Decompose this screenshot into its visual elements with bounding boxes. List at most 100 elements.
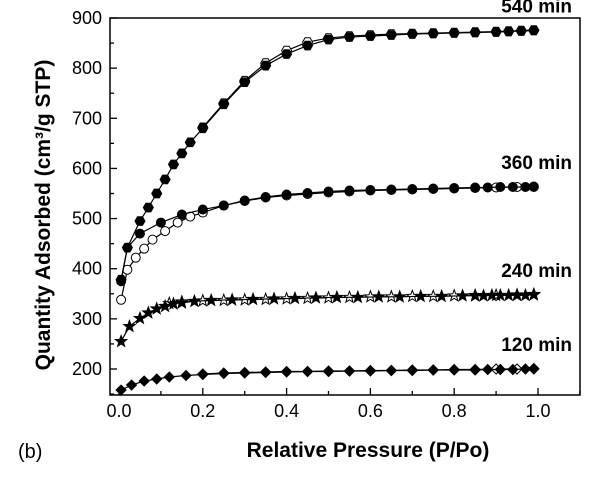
adsorption-point: [482, 363, 494, 376]
adsorption-point: [238, 367, 251, 379]
adsorption-point: [507, 363, 519, 376]
adsorption-point: [455, 288, 470, 302]
adsorption-point: [364, 365, 377, 377]
adsorption-point: [176, 209, 187, 220]
adsorption-point: [520, 181, 531, 192]
adsorption-point: [385, 364, 398, 377]
adsorption-point: [470, 182, 481, 193]
adsorption-point: [350, 289, 365, 304]
adsorption-point: [518, 287, 533, 302]
adsorption-point: [322, 365, 335, 378]
adsorption-point: [392, 289, 407, 303]
adsorption-point: [428, 183, 439, 194]
adsorption-point: [323, 186, 334, 197]
adsorption-point: [260, 60, 272, 71]
adsorption-point: [246, 291, 261, 306]
desorption-point: [139, 243, 150, 254]
adsorption-point: [114, 333, 129, 348]
series-hexagon: [115, 25, 540, 285]
adsorption-point: [449, 182, 460, 193]
adsorption-point: [122, 242, 133, 253]
adsorption-point: [427, 28, 439, 39]
adsorption-point: [495, 181, 506, 192]
adsorption-point: [218, 200, 229, 211]
adsorption-point: [365, 184, 376, 195]
adsorption-point: [526, 287, 541, 301]
y-tick-label: 300: [72, 309, 102, 329]
adsorption-point: [281, 49, 293, 59]
y-tick-label: 700: [72, 108, 102, 128]
adsorption-point: [141, 305, 156, 319]
plot-area: 0.0 0.2 0.4 0.6 0.8 1.0 200 300 400 500 600 700 800 9…: [72, 8, 581, 421]
adsorption-point: [225, 292, 240, 306]
adsorption-point: [239, 195, 250, 206]
adsorption-point: [469, 27, 481, 38]
adsorption-point: [343, 365, 356, 377]
adsorption-point: [266, 291, 282, 305]
adsorption-point: [281, 189, 292, 200]
desorption-point: [147, 234, 158, 245]
adsorption-point: [149, 301, 164, 315]
adsorption-point: [519, 363, 532, 375]
adsorption-point: [260, 192, 271, 203]
adsorption-point: [385, 30, 397, 40]
adsorption-point: [448, 28, 460, 38]
adsorption-point: [158, 298, 173, 313]
adsorption-point: [413, 288, 428, 303]
x-tick-label: 1.0: [525, 401, 550, 421]
adsorption-point: [151, 188, 163, 199]
adsorption-point: [204, 292, 219, 307]
adsorption-point: [151, 373, 163, 385]
adsorption-point: [528, 181, 539, 192]
adsorption-point: [469, 364, 481, 376]
series-label: 360 min: [501, 153, 572, 174]
adsorption-point: [218, 99, 230, 110]
adsorption-point: [322, 34, 335, 45]
adsorption-point: [138, 375, 150, 387]
y-tick-label: 500: [72, 209, 102, 229]
adsorption-point: [280, 366, 293, 378]
adsorption-point: [427, 364, 439, 376]
adsorption-point: [259, 366, 272, 379]
series-label: 120 min: [501, 335, 572, 356]
desorption-point: [130, 252, 141, 263]
x-tick-label: 0.2: [190, 401, 215, 421]
adsorption-point: [239, 77, 251, 88]
adsorption-point: [142, 202, 154, 213]
adsorption-point: [407, 183, 418, 194]
adsorption-point: [343, 32, 356, 42]
x-tick-label: 0.4: [274, 401, 299, 421]
series-label-layer: 540 min 360 min 240 min 120 min: [501, 0, 572, 356]
adsorption-point: [197, 368, 209, 381]
adsorption-point: [301, 40, 314, 51]
desorption-point: [116, 294, 127, 305]
desorption-point: [172, 217, 183, 228]
adsorption-point: [364, 31, 376, 41]
adsorption-point: [406, 364, 419, 377]
series-diamond: [115, 362, 540, 396]
y-tick-label: 600: [72, 158, 102, 178]
x-axis-title: Relative Pressure (P/Po): [247, 439, 490, 462]
adsorption-point: [507, 181, 518, 192]
adsorption-point: [302, 187, 313, 198]
series-circle: [116, 181, 539, 305]
adsorption-point: [494, 363, 506, 376]
adsorption-point: [515, 26, 527, 36]
adsorption-point: [476, 288, 491, 302]
adsorption-point: [371, 289, 386, 303]
adsorption-point: [180, 369, 192, 382]
x-tick-label: 0.0: [106, 401, 131, 421]
adsorption-point: [115, 384, 127, 396]
adsorption-point: [116, 276, 127, 287]
axes-layer: 0.0 0.2 0.4 0.6 0.8 1.0 200 300 400 500 600 700 800 9…: [72, 8, 581, 421]
panel-label: (b): [18, 441, 42, 463]
adsorption-point: [329, 289, 344, 304]
adsorption-line: [120, 186, 534, 282]
adsorption-point: [197, 123, 209, 134]
series-star: [114, 286, 541, 348]
adsorption-point: [163, 371, 175, 383]
adsorption-point: [528, 363, 540, 375]
x-tick-label: 0.6: [358, 401, 383, 421]
adsorption-point: [197, 204, 208, 215]
series-label: 540 min: [501, 0, 572, 18]
